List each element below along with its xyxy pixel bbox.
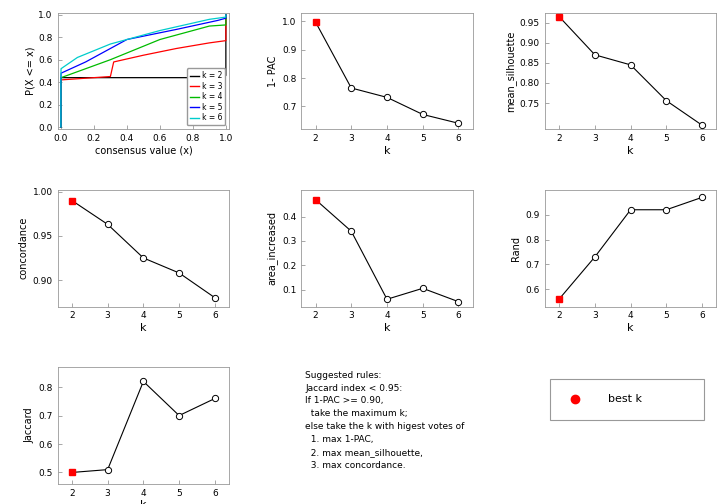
- X-axis label: k: k: [384, 323, 390, 333]
- Y-axis label: 1- PAC: 1- PAC: [268, 55, 278, 87]
- X-axis label: k: k: [627, 323, 634, 333]
- Legend: k = 2, k = 3, k = 4, k = 5, k = 6: k = 2, k = 3, k = 4, k = 5, k = 6: [186, 68, 225, 125]
- Y-axis label: area_increased: area_increased: [267, 211, 278, 285]
- X-axis label: consensus value (x): consensus value (x): [94, 146, 192, 156]
- Y-axis label: mean_silhouette: mean_silhouette: [505, 30, 516, 111]
- Bar: [550, 379, 704, 420]
- Y-axis label: Jaccard: Jaccard: [24, 408, 34, 444]
- Text: best k: best k: [608, 394, 642, 404]
- X-axis label: k: k: [140, 500, 147, 504]
- Y-axis label: P(X <= x): P(X <= x): [26, 47, 35, 95]
- X-axis label: k: k: [140, 323, 147, 333]
- Y-axis label: concordance: concordance: [19, 217, 29, 279]
- X-axis label: k: k: [627, 146, 634, 156]
- X-axis label: k: k: [384, 146, 390, 156]
- Y-axis label: Rand: Rand: [511, 236, 521, 261]
- Text: Suggested rules:
Jaccard index < 0.95:
If 1-PAC >= 0.90,
  take the maximum k;
e: Suggested rules: Jaccard index < 0.95: I…: [305, 371, 464, 470]
